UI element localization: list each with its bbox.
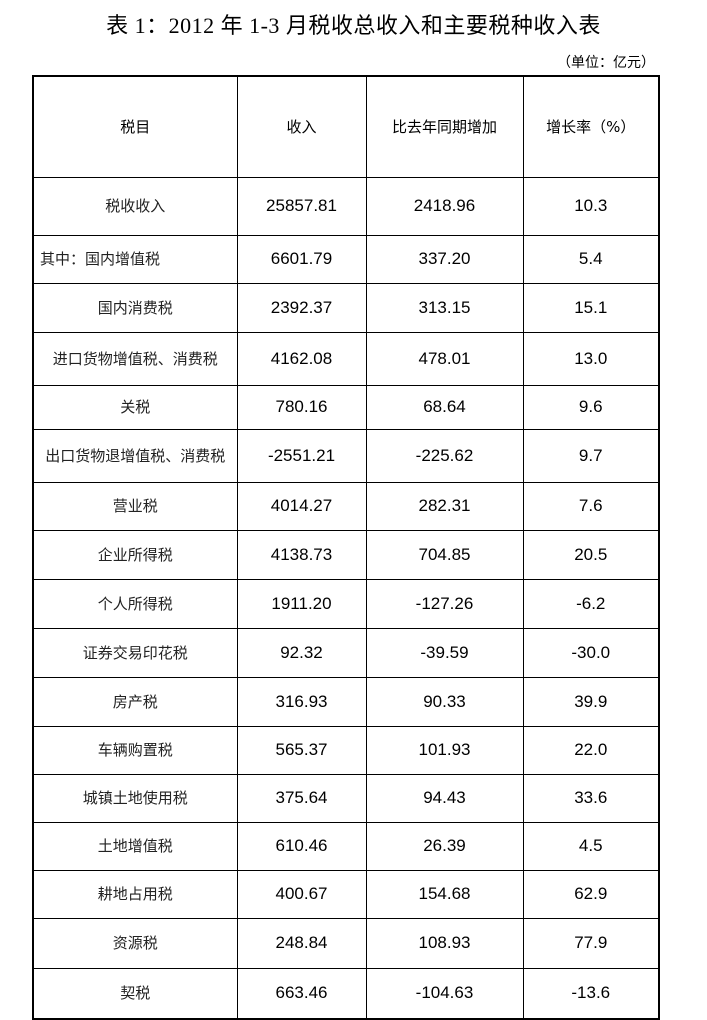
growth-rate-cell: 10.3: [522, 176, 660, 236]
growth-rate-cell: -13.6: [522, 967, 660, 1020]
unit-label: （单位：亿元）: [557, 55, 655, 71]
table-row: 营业税 4014.27 282.31 7.6: [32, 481, 660, 531]
income-cell: 316.93: [236, 676, 367, 727]
income-cell: 375.64: [236, 773, 367, 823]
table-row: 国内消费税 2392.37 313.15 15.1: [32, 282, 660, 333]
income-cell: 2392.37: [236, 282, 367, 333]
income-cell: -2551.21: [236, 428, 367, 483]
table-row: 税收收入 25857.81 2418.96 10.3: [32, 176, 660, 236]
growth-rate-cell: -6.2: [522, 578, 660, 629]
tax-item-cell: 土地增值税: [32, 821, 238, 871]
header-row: 税目 收入 比去年同期增加 增长率（%）: [32, 75, 660, 178]
income-cell: 565.37: [236, 725, 367, 775]
income-cell: 4138.73: [236, 529, 367, 580]
table-row: 关税 780.16 68.64 9.6: [32, 384, 660, 430]
tax-item-cell: 税收收入: [32, 176, 238, 236]
increase-cell: 68.64: [365, 384, 524, 430]
table-row: 个人所得税 1911.20 -127.26 -6.2: [32, 578, 660, 629]
tax-item-cell: 资源税: [32, 917, 238, 969]
table-row: 其中：国内增值税 6601.79 337.20 5.4: [32, 234, 660, 284]
increase-cell: -225.62: [365, 428, 524, 483]
table-row: 城镇土地使用税 375.64 94.43 33.6: [32, 773, 660, 823]
growth-rate-cell: 9.6: [522, 384, 660, 430]
income-cell: 4162.08: [236, 331, 367, 386]
increase-cell: 313.15: [365, 282, 524, 333]
table-body: 税收收入 25857.81 2418.96 10.3 其中：国内增值税 6601.79 33…: [32, 176, 660, 1020]
growth-rate-cell: 77.9: [522, 917, 660, 969]
increase-cell: 94.43: [365, 773, 524, 823]
increase-cell: 704.85: [365, 529, 524, 580]
tax-item-cell: 国内消费税: [32, 282, 238, 333]
income-cell: 780.16: [236, 384, 367, 430]
income-cell: 663.46: [236, 967, 367, 1020]
growth-rate-cell: 4.5: [522, 821, 660, 871]
tax-item-cell: 其中：国内增值税: [32, 234, 238, 284]
tax-item-cell: 契税: [32, 967, 238, 1020]
table-title: 表 1：2012 年 1-3 月税收总收入和主要税种收入表: [106, 13, 601, 38]
header-tax-item: 税目: [32, 75, 238, 178]
increase-cell: 101.93: [365, 725, 524, 775]
increase-cell: 90.33: [365, 676, 524, 727]
tax-item-cell: 车辆购置税: [32, 725, 238, 775]
tax-item-cell: 城镇土地使用税: [32, 773, 238, 823]
tax-item-cell: 营业税: [32, 481, 238, 531]
growth-rate-cell: -30.0: [522, 627, 660, 678]
growth-rate-cell: 5.4: [522, 234, 660, 284]
growth-rate-cell: 62.9: [522, 869, 660, 919]
tax-item-cell: 出口货物退增值税、消费税: [32, 428, 238, 483]
income-cell: 400.67: [236, 869, 367, 919]
header-income: 收入: [236, 75, 367, 178]
table-row: 进口货物增值税、消费税 4162.08 478.01 13.0: [32, 331, 660, 386]
income-cell: 6601.79: [236, 234, 367, 284]
table-row: 土地增值税 610.46 26.39 4.5: [32, 821, 660, 871]
increase-cell: 478.01: [365, 331, 524, 386]
tax-item-cell: 进口货物增值税、消费税: [32, 331, 238, 386]
header-growth-rate: 增长率（%）: [522, 75, 660, 178]
income-cell: 4014.27: [236, 481, 367, 531]
tax-item-cell: 证券交易印花税: [32, 627, 238, 678]
income-cell: 610.46: [236, 821, 367, 871]
table-row: 企业所得税 4138.73 704.85 20.5: [32, 529, 660, 580]
income-cell: 25857.81: [236, 176, 367, 236]
table-row: 契税 663.46 -104.63 -13.6: [32, 967, 660, 1020]
income-cell: 1911.20: [236, 578, 367, 629]
increase-cell: 337.20: [365, 234, 524, 284]
growth-rate-cell: 15.1: [522, 282, 660, 333]
table-row: 出口货物退增值税、消费税 -2551.21 -225.62 9.7: [32, 428, 660, 483]
growth-rate-cell: 13.0: [522, 331, 660, 386]
table-row: 资源税 248.84 108.93 77.9: [32, 917, 660, 969]
increase-cell: 282.31: [365, 481, 524, 531]
tax-item-cell: 个人所得税: [32, 578, 238, 629]
increase-cell: -104.63: [365, 967, 524, 1020]
tax-item-cell: 关税: [32, 384, 238, 430]
tax-revenue-table: 税目 收入 比去年同期增加 增长率（%） 税收收入 25857.81 2418.96…: [32, 75, 660, 1020]
growth-rate-cell: 9.7: [522, 428, 660, 483]
growth-rate-cell: 20.5: [522, 529, 660, 580]
growth-rate-cell: 33.6: [522, 773, 660, 823]
growth-rate-cell: 22.0: [522, 725, 660, 775]
increase-cell: -39.59: [365, 627, 524, 678]
growth-rate-cell: 7.6: [522, 481, 660, 531]
growth-rate-cell: 39.9: [522, 676, 660, 727]
table-row: 车辆购置税 565.37 101.93 22.0: [32, 725, 660, 775]
income-cell: 92.32: [236, 627, 367, 678]
increase-cell: 26.39: [365, 821, 524, 871]
increase-cell: 2418.96: [365, 176, 524, 236]
table-row: 耕地占用税 400.67 154.68 62.9: [32, 869, 660, 919]
tax-item-cell: 企业所得税: [32, 529, 238, 580]
income-cell: 248.84: [236, 917, 367, 969]
table-row: 房产税 316.93 90.33 39.9: [32, 676, 660, 727]
tax-item-cell: 耕地占用税: [32, 869, 238, 919]
increase-cell: 154.68: [365, 869, 524, 919]
header-increase: 比去年同期增加: [365, 75, 524, 178]
table-row: 证券交易印花税 92.32 -39.59 -30.0: [32, 627, 660, 678]
tax-item-cell: 房产税: [32, 676, 238, 727]
increase-cell: -127.26: [365, 578, 524, 629]
increase-cell: 108.93: [365, 917, 524, 969]
